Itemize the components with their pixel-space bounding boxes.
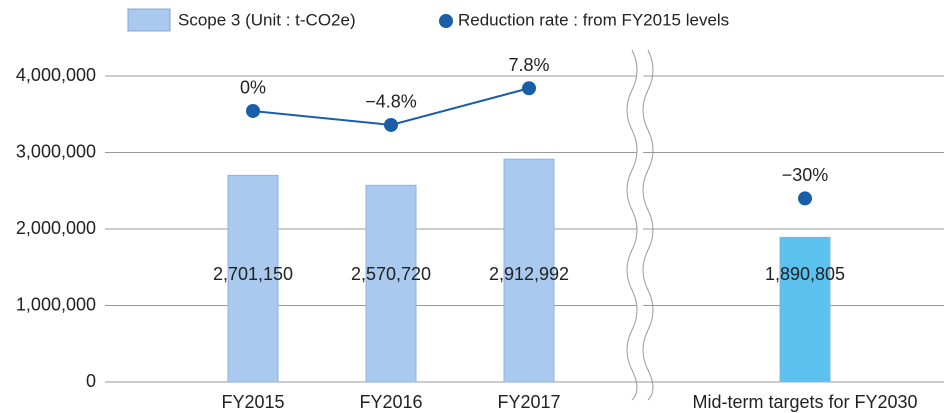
bar: [227, 174, 279, 383]
legend-marker: [439, 14, 453, 28]
bar-value-label: 2,570,720: [351, 264, 431, 284]
bar: [365, 184, 417, 383]
bar-value-label: 2,701,150: [213, 264, 293, 284]
bar-value-label: 2,912,992: [489, 264, 569, 284]
line-point: [384, 117, 398, 132]
line-point: [522, 81, 536, 96]
x-tick-label: FY2015: [221, 392, 284, 412]
legend-label: Reduction rate : from FY2015 levels: [458, 10, 729, 29]
bar-value-label: 1,890,805: [765, 264, 845, 284]
line-value-label: 7.8%: [508, 55, 549, 75]
x-tick-label: FY2016: [359, 392, 422, 412]
line-point: [798, 191, 812, 206]
line-value-label: −30%: [782, 165, 829, 185]
axis-break-line: [642, 49, 654, 401]
y-tick-label: 4,000,000: [16, 65, 96, 85]
legend-label: Scope 3 (Unit : t-CO2e): [178, 10, 356, 29]
y-tick-label: 2,000,000: [16, 218, 96, 238]
axis-break-line: [626, 49, 638, 401]
y-tick-label: 0: [86, 371, 96, 391]
x-tick-label: Mid-term targets for FY2030: [692, 392, 917, 412]
axis-break: [627, 50, 653, 370]
y-tick-label: 3,000,000: [16, 141, 96, 161]
line-value-label: −4.8%: [365, 92, 417, 112]
bar: [779, 236, 831, 383]
legend-swatch: [127, 8, 171, 32]
x-tick-label: FY2017: [497, 392, 560, 412]
y-tick-label: 1,000,000: [16, 294, 96, 314]
bar: [503, 158, 555, 383]
line-point: [246, 103, 260, 118]
line-value-label: 0%: [240, 78, 266, 98]
